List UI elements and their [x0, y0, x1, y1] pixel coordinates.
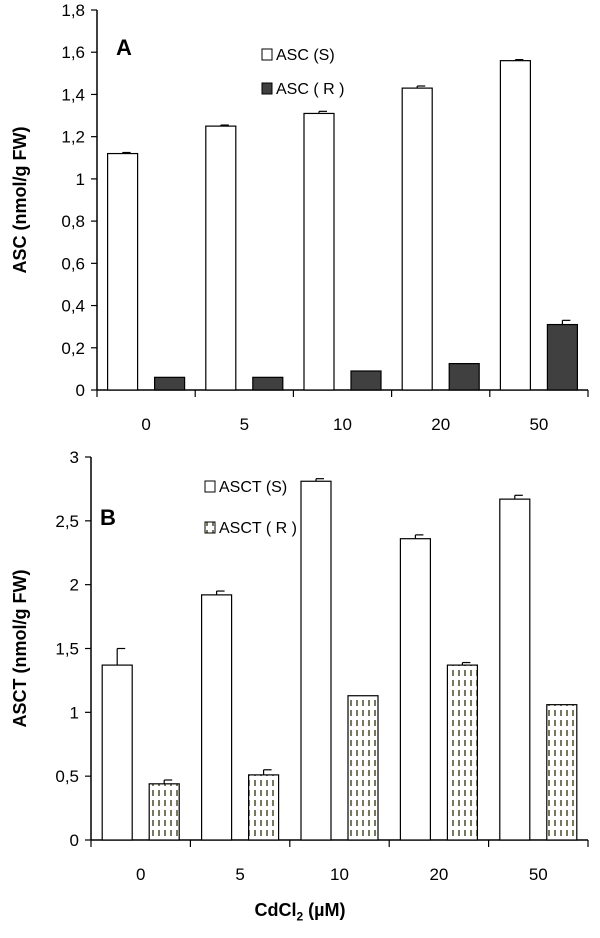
legend-label: ASC ( R ) [276, 81, 344, 98]
y-tick-label: 0 [70, 831, 79, 850]
x-axis-title: CdCl2 (µM) [0, 900, 600, 924]
panel-b: 0 0,5 1 1,5 2 2,5 3 0 5 10 20 50 ASCT (nmol/g FW) B AS… [10, 448, 589, 884]
bar [401, 87, 433, 391]
legend-swatch [204, 521, 216, 534]
bar [252, 376, 284, 391]
legend-swatch [261, 82, 273, 95]
y-tick-label: 2 [70, 576, 79, 595]
x-axis-title-main: CdCl [254, 900, 297, 920]
bar [350, 370, 382, 391]
x-axis-title-subscript: 2 [296, 909, 304, 924]
bar [205, 125, 237, 391]
bar [499, 60, 531, 391]
panel-a: 0 0,2 0,4 0,6 0,8 1 1,2 1,4 1,6 1,8 0 5 10 20 50 ASC (n… [10, 1, 589, 434]
x-tick-label: 20 [429, 865, 448, 884]
x-tick-label: 50 [529, 415, 548, 434]
legend-swatch [261, 48, 273, 61]
y-tick-label: 1,2 [61, 128, 85, 147]
bar [546, 323, 579, 391]
y-axis-title: ASCT (nmol/g FW) [10, 570, 30, 728]
y-tick-label: 0,6 [61, 254, 85, 273]
y-tick-label: 0,2 [61, 339, 85, 358]
legend-label: ASCT (S) [219, 479, 287, 496]
x-tick-label: 0 [141, 415, 150, 434]
x-tick-label: 5 [235, 865, 244, 884]
legend-label: ASC (S) [276, 47, 335, 64]
bar [347, 695, 379, 841]
bar [546, 704, 578, 841]
x-tick-label: 10 [333, 415, 352, 434]
bar [106, 152, 139, 391]
bar [446, 664, 478, 841]
bar [499, 498, 531, 841]
y-tick-label: 1 [76, 170, 85, 189]
panel-label: A [116, 35, 132, 60]
y-tick-label: 0,8 [61, 212, 85, 231]
bar [148, 783, 180, 841]
legend-swatch [204, 480, 216, 493]
bar [399, 538, 431, 841]
panel-label: B [100, 505, 116, 530]
x-tick-label: 0 [136, 865, 145, 884]
bar [300, 480, 332, 841]
y-tick-label: 3 [70, 448, 79, 467]
x-axis-title-unit: (µM) [303, 900, 346, 920]
y-tick-label: 0 [76, 381, 85, 400]
y-tick-label: 1,5 [55, 640, 79, 659]
y-tick-label: 1,6 [61, 43, 85, 62]
bar [154, 376, 186, 391]
y-tick-label: 1,8 [61, 1, 85, 20]
y-tick-label: 0,5 [55, 767, 79, 786]
y-axis-title: ASC (nmol/g FW) [10, 127, 30, 274]
bar [448, 363, 480, 391]
x-tick-label: 20 [431, 415, 450, 434]
bar [303, 112, 335, 391]
x-tick-label: 5 [240, 415, 249, 434]
legend-label: ASCT ( R ) [219, 520, 297, 537]
bar [248, 774, 280, 841]
y-tick-label: 1,4 [61, 85, 85, 104]
bar [201, 594, 233, 841]
x-tick-label: 50 [529, 865, 548, 884]
y-tick-label: 2,5 [55, 512, 79, 531]
y-tick-label: 1 [70, 703, 79, 722]
y-tick-label: 0,4 [61, 297, 85, 316]
x-tick-label: 10 [330, 865, 349, 884]
bar [101, 664, 133, 841]
